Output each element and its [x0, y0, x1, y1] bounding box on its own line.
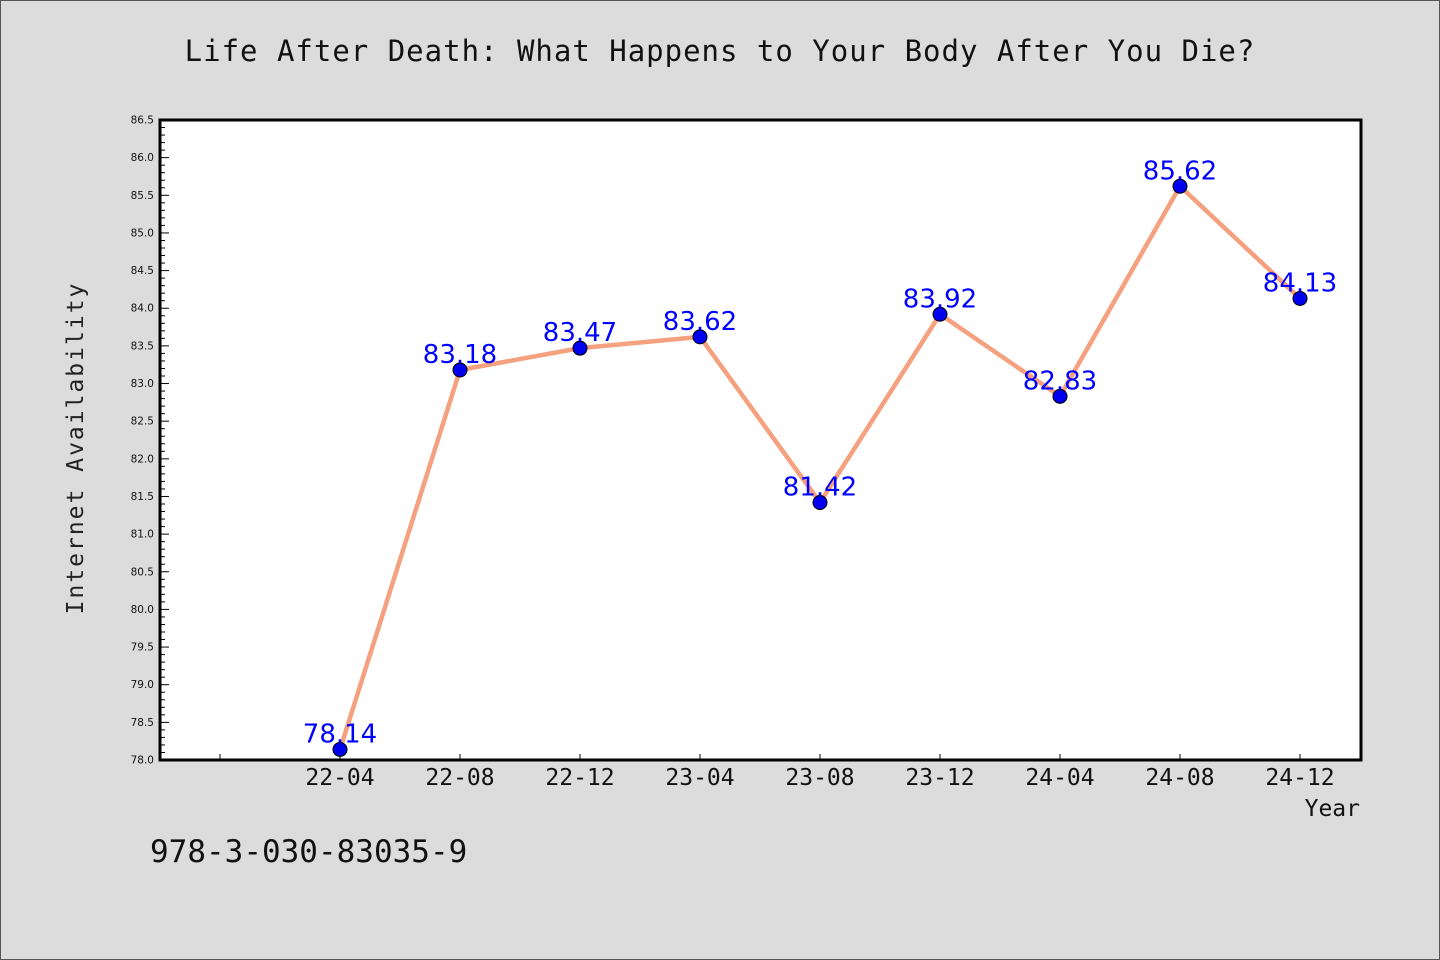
y-tick-label: 78.0: [131, 755, 154, 767]
y-tick-label: 85.5: [131, 190, 154, 202]
y-tick-label: 84.5: [131, 265, 154, 277]
data-point: [1052, 388, 1068, 404]
y-tick-label: 81.5: [131, 491, 154, 503]
x-tick-label: 23-12: [905, 765, 974, 791]
y-tick-label: 84.0: [131, 303, 154, 315]
data-label: 83.47: [543, 318, 617, 348]
data-point: [572, 340, 588, 356]
x-tick-label: 24-04: [1025, 765, 1094, 791]
data-point: [452, 362, 468, 378]
data-label: 84.13: [1263, 268, 1337, 298]
data-label: 83.18: [423, 340, 497, 370]
data-point: [1172, 178, 1188, 194]
footnote-isbn: 978-3-030-83035-9: [150, 834, 468, 870]
data-point: [692, 329, 708, 345]
y-tick-label: 86.5: [131, 115, 154, 127]
y-tick-label: 83.0: [131, 378, 154, 390]
y-tick-label: 78.5: [131, 717, 154, 729]
x-tick-label: 22-12: [545, 765, 614, 791]
x-tick-label: 24-12: [1265, 765, 1334, 791]
data-label: 78.14: [303, 719, 377, 749]
data-point: [932, 306, 948, 322]
y-tick-label: 81.0: [131, 529, 154, 541]
y-axis: 78.0 78.5 79.0 79.5 80.0 80.5 81.0 81.5 82.0 82.5…: [131, 115, 169, 767]
y-tick-label: 82.0: [131, 453, 154, 465]
data-label: 81.42: [783, 472, 857, 502]
data-label: 83.92: [903, 284, 977, 314]
x-axis: 22-04 22-08 22-12 23-04 23-08 23-12 24-04 24-08…: [219, 754, 1335, 791]
y-tick-label: 86.0: [131, 152, 154, 164]
x-tick-label: 23-04: [665, 765, 734, 791]
y-tick-label: 85.0: [131, 227, 154, 239]
y-tick-label: 80.0: [131, 604, 154, 616]
data-point: [332, 741, 348, 757]
data-label: 85.62: [1143, 156, 1217, 186]
plot-area: [158, 118, 1363, 762]
x-tick-label: 24-08: [1145, 765, 1214, 791]
y-tick-label: 83.5: [131, 340, 154, 352]
x-axis-label: Year: [1304, 796, 1360, 822]
series-group: 78.14 83.18 83.47 83.62 81.42 83.92 82.83 85.62…: [303, 156, 1337, 757]
data-label: 82.83: [1023, 366, 1097, 396]
x-tick-label: 23-08: [785, 765, 854, 791]
x-tick-label: 22-04: [305, 765, 374, 791]
chart-title: Life After Death: What Happens to Your B…: [184, 34, 1256, 68]
y-tick-label: 80.5: [131, 566, 154, 578]
y-tick-label: 79.5: [131, 642, 154, 654]
x-tick-label: 22-08: [425, 765, 494, 791]
y-tick-label: 82.5: [131, 416, 154, 428]
data-point: [812, 494, 828, 510]
y-tick-label: 79.0: [131, 679, 154, 691]
data-point: [1292, 290, 1308, 306]
data-label: 83.62: [663, 307, 737, 337]
